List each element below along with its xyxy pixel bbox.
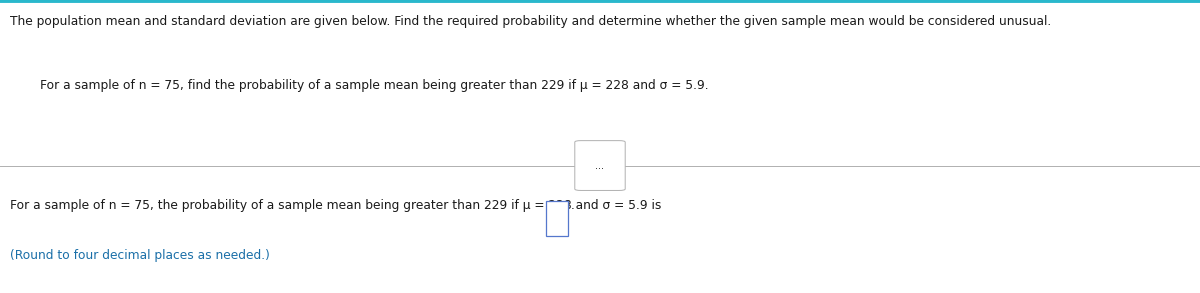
- Text: .: .: [571, 199, 575, 212]
- FancyBboxPatch shape: [575, 141, 625, 190]
- Text: ...: ...: [595, 161, 605, 171]
- Text: For a sample of n = 75, find the probability of a sample mean being greater than: For a sample of n = 75, find the probabi…: [40, 79, 708, 92]
- Text: (Round to four decimal places as needed.): (Round to four decimal places as needed.…: [10, 249, 270, 262]
- Text: The population mean and standard deviation are given below. Find the required pr: The population mean and standard deviati…: [10, 15, 1051, 28]
- FancyBboxPatch shape: [546, 201, 568, 236]
- Text: For a sample of n = 75, the probability of a sample mean being greater than 229 : For a sample of n = 75, the probability …: [10, 199, 661, 212]
